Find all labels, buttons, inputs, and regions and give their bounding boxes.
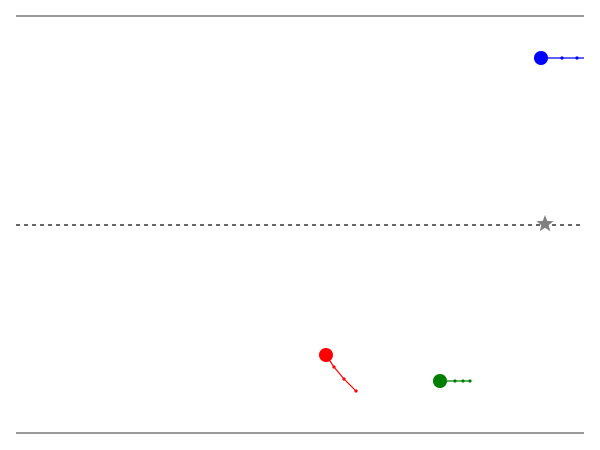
agent-green-trail-point	[468, 379, 472, 383]
agent-green-trail-point	[453, 379, 457, 383]
agent-blue-head	[534, 51, 548, 65]
agent-blue	[534, 51, 584, 65]
agent-red-trail	[325, 354, 357, 392]
agent-red-trail-point	[354, 389, 358, 393]
agent-green-trail-point	[461, 379, 465, 383]
agent-blue-trail-point	[560, 56, 564, 60]
agent-green	[433, 374, 472, 388]
agent-green-head	[433, 374, 447, 388]
agent-blue-trail-point	[575, 56, 579, 60]
agent-red-head	[319, 348, 333, 362]
agent-red	[319, 348, 358, 393]
agent-red-trail-point	[342, 377, 346, 381]
agent-red-trail-point	[332, 365, 336, 369]
target-star-icon	[536, 215, 554, 232]
